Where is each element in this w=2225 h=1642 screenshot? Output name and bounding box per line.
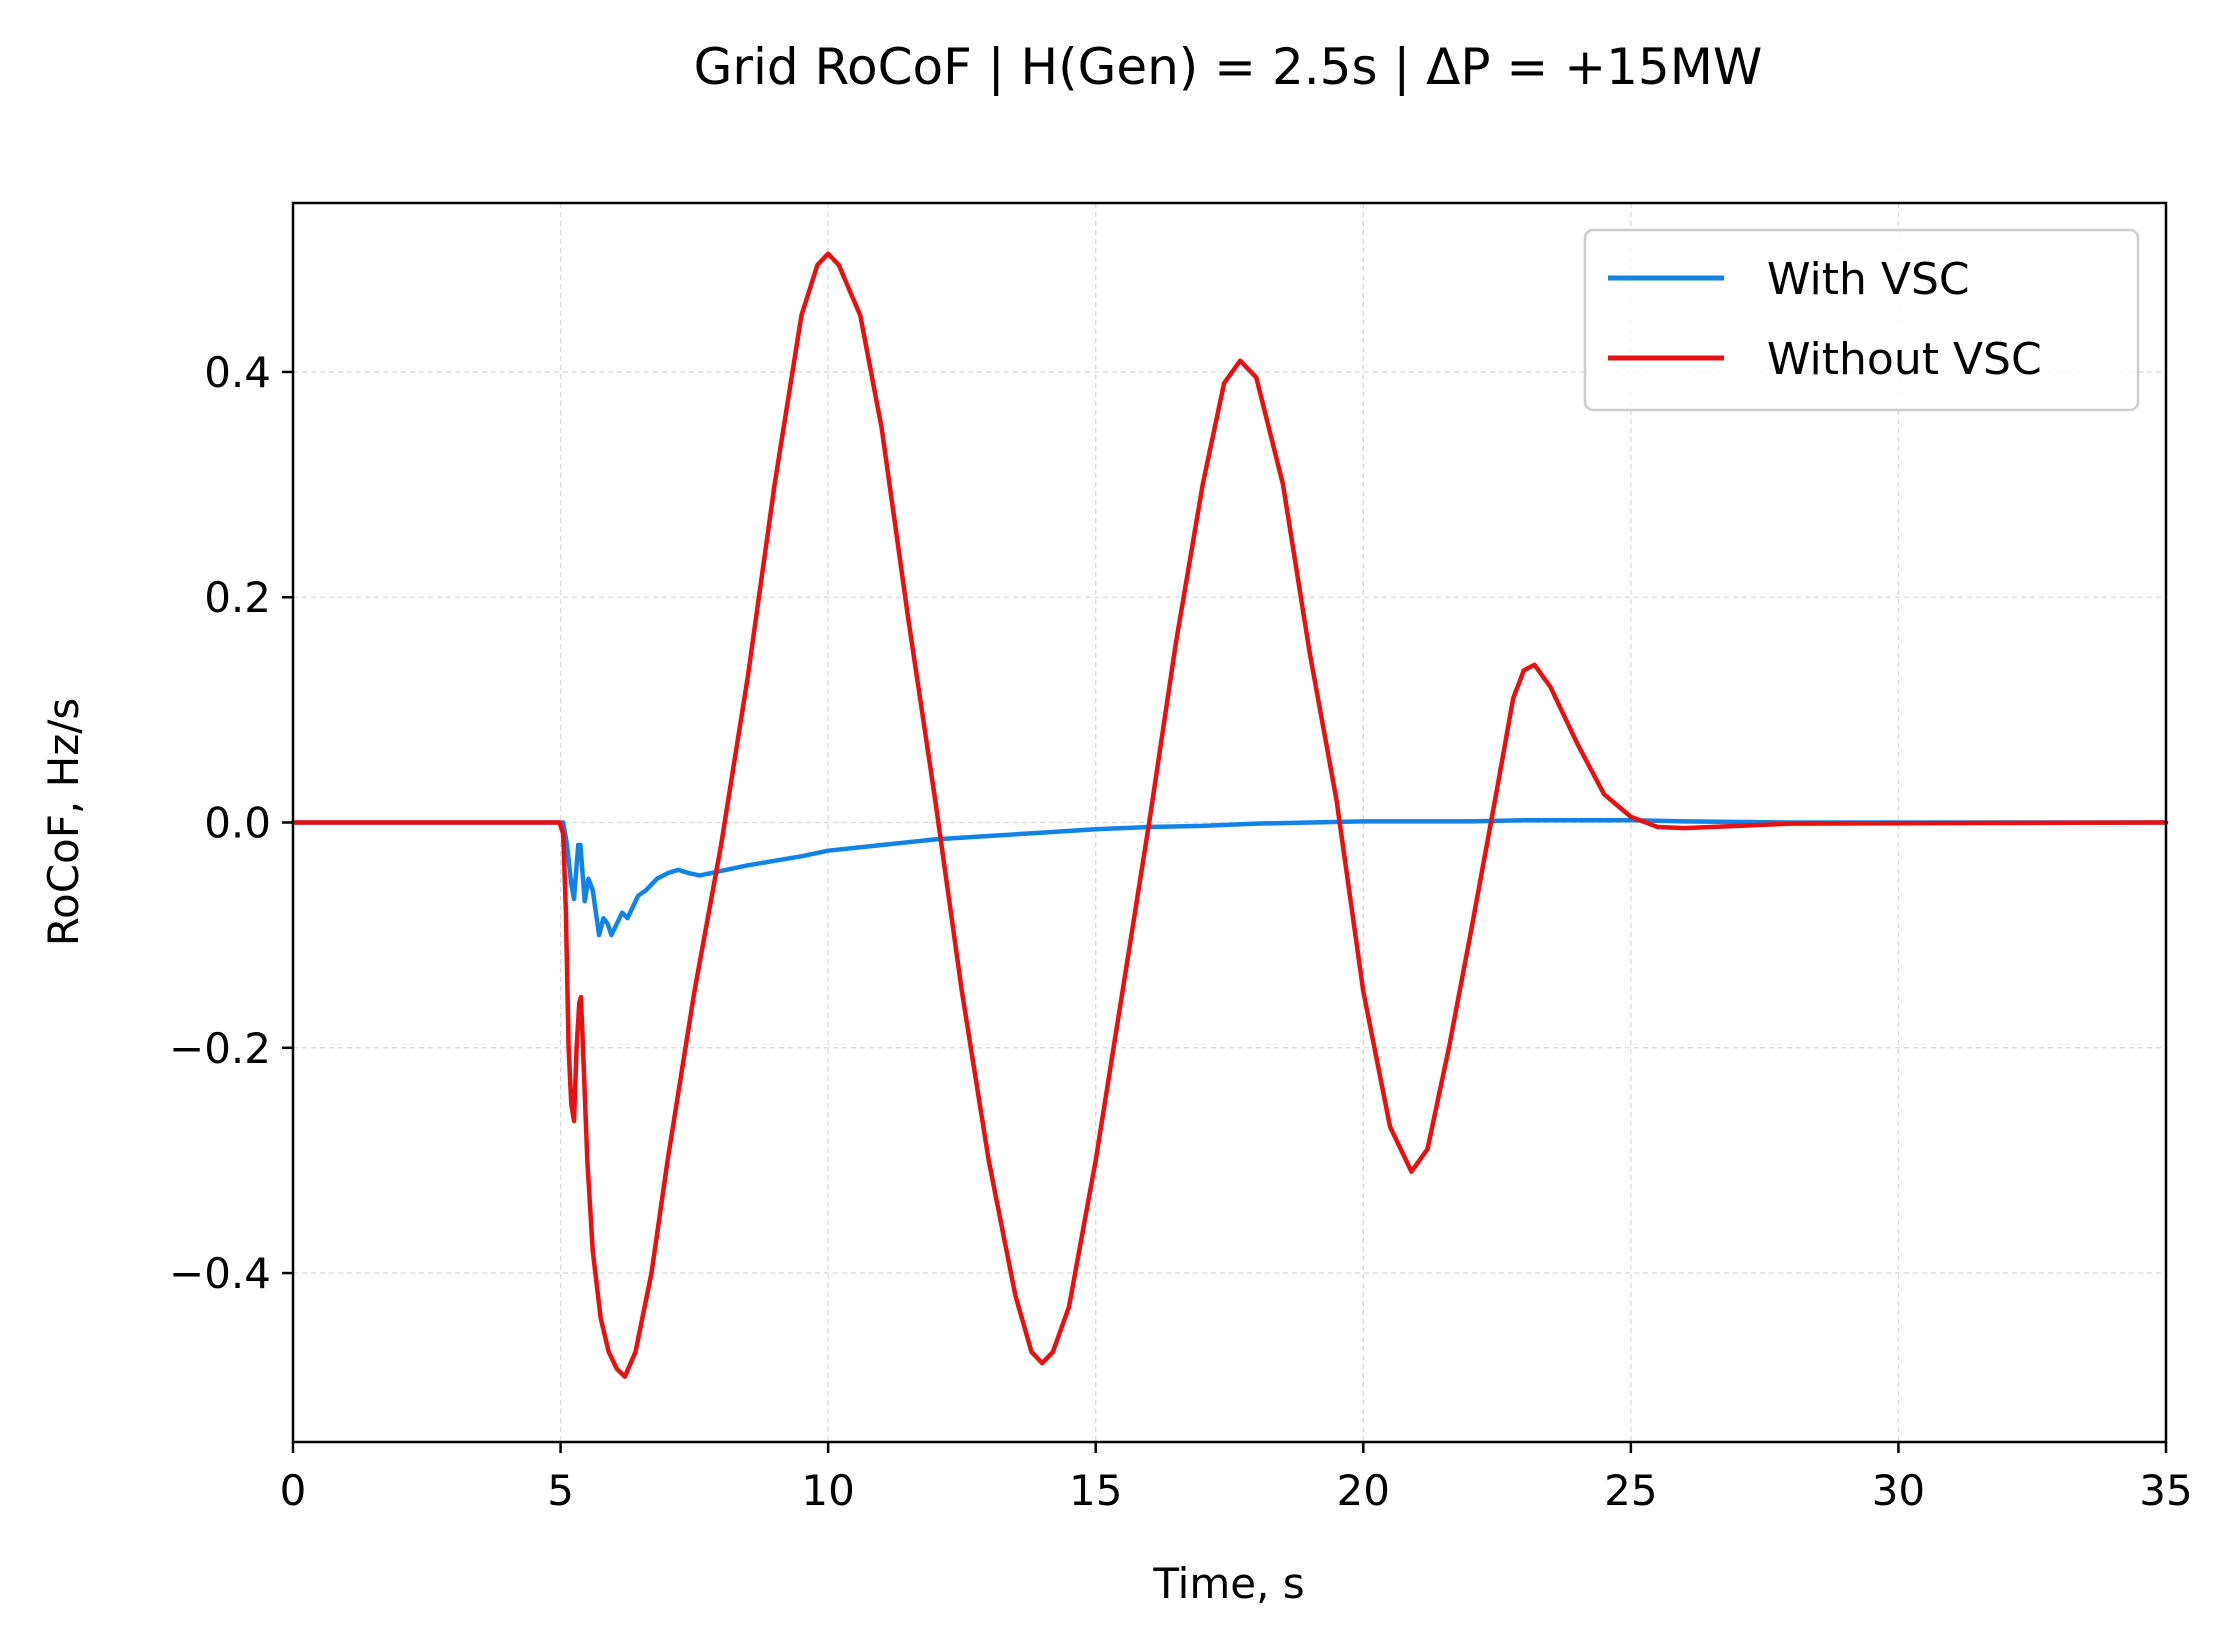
x-tick-label: 10 — [801, 1466, 854, 1515]
legend: With VSC Without VSC — [1583, 228, 2140, 412]
x-axis-ticks: 0 5 10 15 20 25 30 35 — [280, 1442, 2193, 1515]
y-axis-label: RoCoF, Hz/s — [39, 698, 88, 947]
x-tick-label: 5 — [547, 1466, 574, 1515]
x-tick-label: 30 — [1872, 1466, 1925, 1515]
x-tick-label: 0 — [280, 1466, 307, 1515]
legend-box — [1583, 228, 2140, 412]
series-line-with-vsc — [290, 817, 2169, 938]
x-axis-label: Time, s — [1152, 1559, 1304, 1608]
legend-label-without-vsc: Without VSC — [1767, 334, 2042, 385]
y-tick-label: −0.4 — [169, 1249, 271, 1298]
y-axis-ticks: −0.4 −0.2 0.0 0.2 0.4 — [169, 348, 293, 1298]
chart-title: Grid RoCoF | H(Gen) = 2.5s | ΔP = +15MW — [694, 38, 1763, 96]
series-line-without-vsc — [290, 251, 2169, 1379]
x-tick-label: 25 — [1604, 1466, 1657, 1515]
x-tick-label: 35 — [2139, 1466, 2192, 1515]
y-tick-label: −0.2 — [169, 1024, 271, 1073]
legend-label-with-vsc: With VSC — [1767, 254, 1970, 305]
x-tick-label: 20 — [1337, 1466, 1390, 1515]
y-tick-label: 0.2 — [204, 573, 271, 622]
x-tick-label: 15 — [1069, 1466, 1122, 1515]
series-layer — [290, 251, 2169, 1379]
y-tick-label: 0.0 — [204, 799, 271, 848]
y-tick-label: 0.4 — [204, 348, 271, 397]
